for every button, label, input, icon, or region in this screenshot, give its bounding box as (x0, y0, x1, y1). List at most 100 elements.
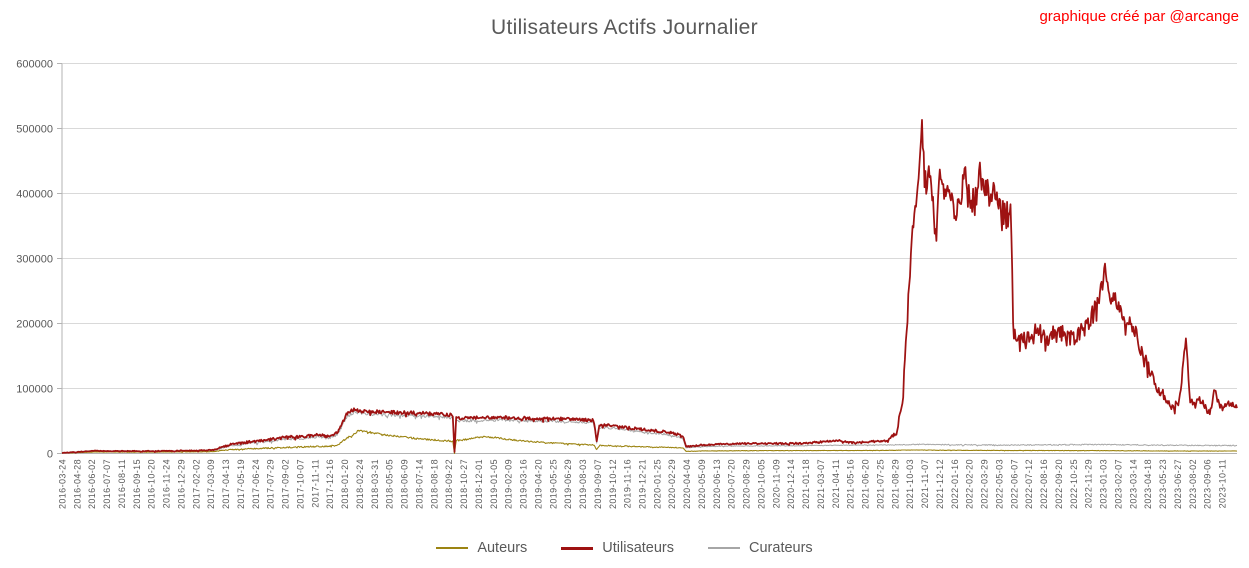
legend-swatch-utilisateurs (561, 546, 594, 550)
x-tick-label: 2019-03-16 (519, 459, 529, 509)
x-tick-label: 2020-11-09 (771, 459, 781, 508)
x-tick-label: 2019-12-21 (638, 459, 648, 509)
x-tick-label: 2017-10-07 (295, 459, 305, 509)
x-tick-label: 2016-11-24 (162, 459, 172, 508)
y-tick-label: 200000 (16, 319, 53, 331)
x-tick-label: 2022-06-07 (1009, 459, 1019, 509)
x-tick-label: 2022-07-12 (1024, 459, 1034, 509)
x-tick-label: 2018-12-01 (474, 459, 484, 509)
x-tick-label: 2019-01-05 (489, 459, 499, 509)
x-tick-label: 2017-07-29 (266, 459, 276, 509)
x-tick-label: 2022-05-03 (994, 459, 1004, 509)
x-tick-label: 2016-08-11 (117, 459, 127, 508)
x-tick-label: 2017-03-09 (206, 459, 216, 509)
x-tick-label: 2017-12-16 (325, 459, 335, 509)
x-tick-label: 2017-09-02 (281, 459, 291, 509)
y-tick-label: 100000 (16, 384, 53, 396)
x-tick-label: 2018-09-22 (444, 459, 454, 509)
x-tick-label: 2019-10-12 (608, 459, 618, 509)
x-tick-label: 2021-04-11 (831, 459, 841, 508)
legend-item-curateurs: Curateurs (708, 540, 813, 556)
series-line-utilisateurs (61, 119, 1238, 454)
x-tick-label: 2023-06-27 (1173, 459, 1183, 509)
chart-title: Utilisateurs Actifs Journalier (491, 16, 758, 39)
legend-label: Auteurs (477, 540, 528, 556)
x-tick-label: 2023-10-11 (1218, 459, 1228, 508)
x-tick-label: 2016-12-29 (176, 459, 186, 509)
x-tick-label: 2019-02-09 (504, 459, 514, 509)
series-line-curateurs (61, 410, 1238, 454)
x-tick-label: 2019-06-29 (563, 459, 573, 509)
x-tick-label: 2022-03-29 (980, 459, 990, 509)
x-tick-label: 2018-10-27 (459, 459, 469, 509)
legend-swatch-curateurs (708, 547, 741, 549)
y-tick-label: 300000 (16, 254, 53, 266)
x-tick-label: 2021-03-07 (816, 459, 826, 509)
x-tick-label: 2019-05-25 (548, 459, 558, 509)
x-tick-label: 2016-07-07 (102, 459, 112, 509)
x-tick-label: 2016-04-28 (72, 459, 82, 509)
legend-label: Curateurs (749, 540, 813, 556)
x-tick-label: 2023-08-02 (1188, 459, 1198, 509)
x-tick-label: 2022-02-20 (965, 459, 975, 509)
x-tick-label: 2017-06-24 (251, 459, 261, 509)
legend-label: Utilisateurs (602, 540, 675, 556)
x-tick-label: 2023-01-03 (1099, 459, 1109, 509)
x-tick-label: 2018-07-14 (414, 459, 424, 509)
x-tick-label: 2022-08-16 (1039, 459, 1049, 509)
x-tick-label: 2020-01-25 (652, 459, 662, 509)
x-tick-label: 2018-02-24 (355, 459, 365, 509)
x-tick-label: 2017-02-02 (191, 459, 201, 509)
x-tick-label: 2023-02-07 (1113, 459, 1123, 509)
legend: Auteurs Utilisateurs Curateurs (0, 540, 1249, 556)
x-tick-label: 2019-09-07 (593, 459, 603, 509)
x-tick-label: 2022-10-25 (1069, 459, 1079, 509)
x-tick-label: 2020-08-29 (742, 459, 752, 509)
x-tick-label: 2021-07-25 (875, 459, 885, 509)
x-tick-label: 2020-06-13 (712, 459, 722, 509)
x-tick-label: 2023-05-23 (1158, 459, 1168, 509)
x-tick-label: 2020-04-04 (682, 459, 692, 509)
x-tick-label: 2021-08-29 (890, 459, 900, 509)
x-tick-label: 2020-05-09 (697, 459, 707, 509)
x-tick-label: 2016-10-20 (147, 459, 157, 509)
y-tick-label: 0 (47, 449, 53, 461)
y-tick-label: 400000 (16, 189, 53, 201)
x-tick-label: 2020-12-14 (786, 459, 796, 509)
y-tick-label: 600000 (16, 59, 53, 71)
x-tick-label: 2018-03-31 (370, 459, 380, 509)
x-tick-label: 2018-06-09 (400, 459, 410, 509)
x-tick-label: 2017-11-11 (310, 459, 320, 508)
x-tick-label: 2018-05-05 (385, 459, 395, 509)
x-tick-label: 2016-06-02 (87, 459, 97, 509)
x-tick-label: 2019-11-16 (623, 459, 633, 508)
x-tick-label: 2021-11-07 (920, 459, 930, 508)
x-tick-label: 2022-11-29 (1084, 459, 1094, 508)
watermark-credit: graphique créé par @arcange (1039, 8, 1239, 25)
x-tick-label: 2018-01-20 (340, 459, 350, 509)
x-tick-label: 2020-02-29 (667, 459, 677, 509)
legend-item-utilisateurs: Utilisateurs (561, 540, 674, 556)
x-tick-label: 2022-01-16 (950, 459, 960, 509)
x-tick-label: 2019-08-03 (578, 459, 588, 509)
x-tick-label: 2017-04-13 (221, 459, 231, 509)
legend-item-auteurs: Auteurs (436, 540, 527, 556)
x-tick-label: 2023-04-18 (1143, 459, 1153, 509)
x-tick-label: 2021-06-20 (861, 459, 871, 509)
x-tick-label: 2020-07-20 (727, 459, 737, 509)
x-tick-label: 2023-03-14 (1128, 459, 1138, 509)
x-tick-label: 2019-04-20 (533, 459, 543, 509)
series-line-auteurs (61, 429, 1238, 454)
legend-swatch-auteurs (436, 547, 469, 549)
x-tick-label: 2017-05-19 (236, 459, 246, 509)
x-tick-label: 2021-01-18 (801, 459, 811, 509)
x-tick-label: 2021-12-12 (935, 459, 945, 509)
x-tick-label: 2021-10-03 (905, 459, 915, 509)
x-tick-label: 2022-09-20 (1054, 459, 1064, 509)
x-tick-label: 2018-08-18 (429, 459, 439, 509)
y-tick-label: 500000 (16, 124, 53, 136)
x-tick-label: 2016-03-24 (58, 459, 68, 509)
x-tick-label: 2020-10-05 (756, 459, 766, 509)
